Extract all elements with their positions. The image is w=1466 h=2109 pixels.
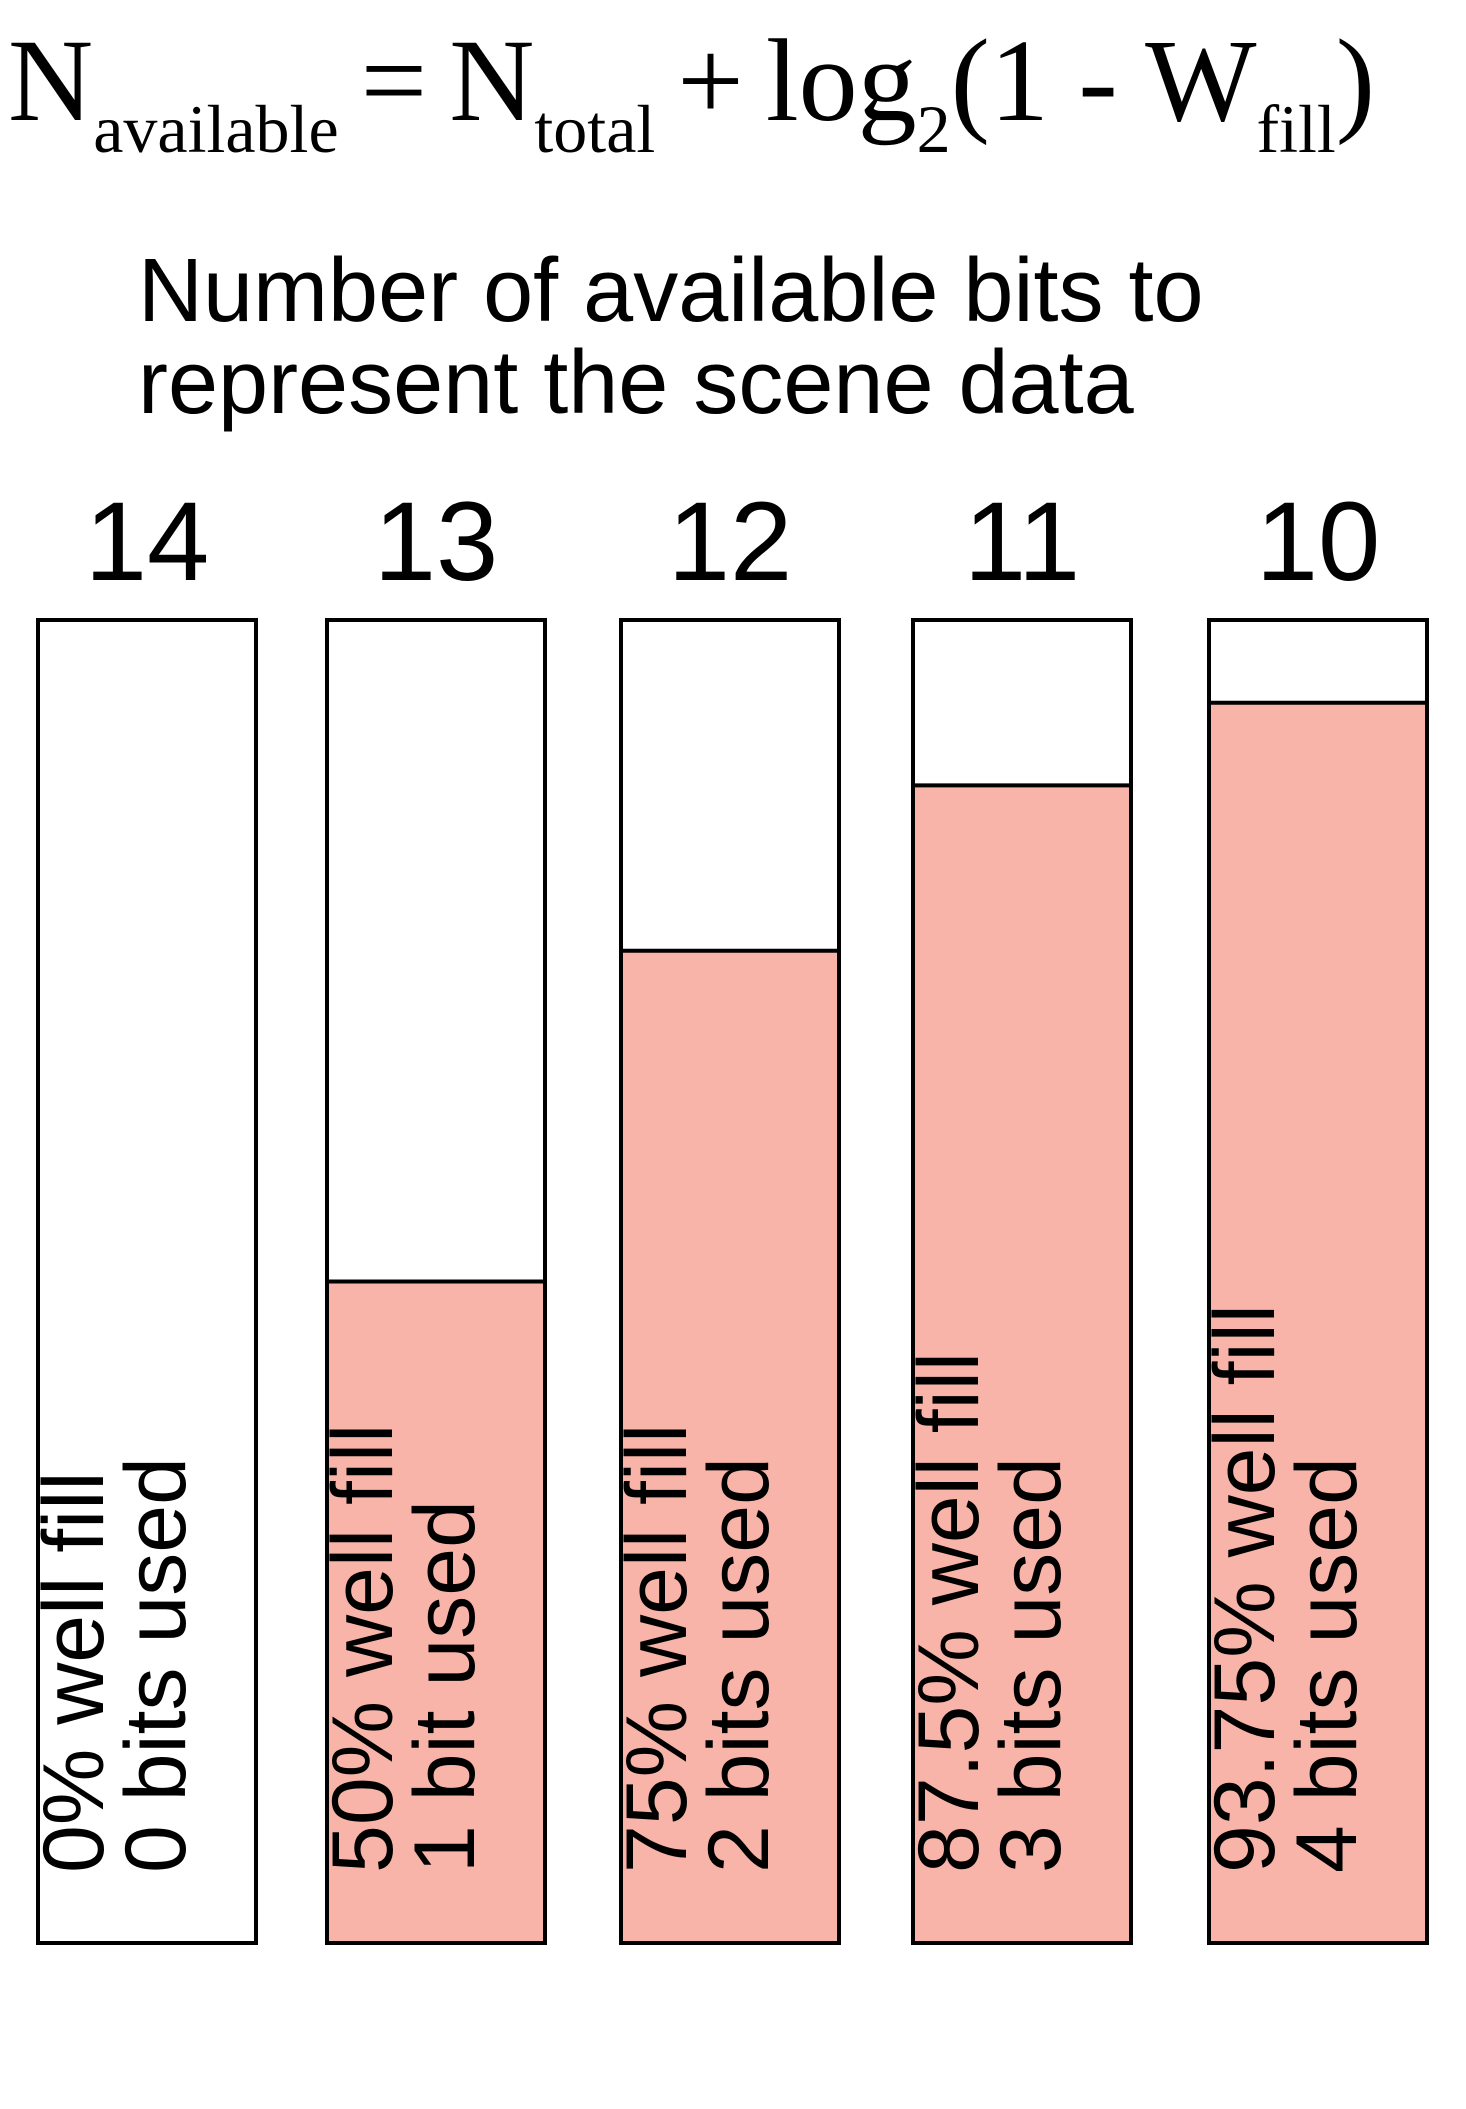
formula-w-sub: fill	[1256, 91, 1336, 167]
subtitle-line-1: Number of available bits to	[138, 241, 1204, 341]
well-fill-label: 0% well fill	[26, 1472, 122, 1873]
bits-used-label: 4 bits used	[1279, 1457, 1375, 1873]
formula-w-main: W	[1145, 15, 1257, 146]
formula-paren-close: )	[1335, 15, 1376, 146]
formula-paren-open: (1 -	[950, 15, 1146, 146]
well-fill-label: 50% well fill	[315, 1424, 411, 1873]
bar-fill	[913, 785, 1131, 1943]
formula-rhs-main: N	[449, 15, 535, 146]
bits-used-label: 1 bit used	[397, 1500, 493, 1873]
bar-outline	[619, 618, 841, 1945]
bar-outline	[1207, 618, 1429, 1945]
well-fill-label: 93.75% well fill	[1197, 1304, 1293, 1873]
formula-equals: =	[360, 15, 428, 146]
bar-fill	[1209, 702, 1427, 1943]
bits-available-label: 10	[1256, 479, 1381, 604]
bits-used-label: 3 bits used	[983, 1457, 1079, 1873]
bits-available-label: 13	[374, 479, 499, 604]
subtitle: Number of available bits to represent th…	[138, 245, 1438, 429]
formula-rhs-sub: total	[534, 91, 656, 167]
well-fill-label: 75% well fill	[609, 1424, 705, 1873]
bar-fill	[621, 950, 839, 1943]
bits-used-label: 0 bits used	[108, 1457, 204, 1873]
bits-used-label: 2 bits used	[691, 1457, 787, 1873]
formula-line: Navailable = Ntotal + log2(1 - Wfill)	[8, 22, 1375, 164]
formula-plus: +	[677, 15, 744, 146]
well-fill-label: 87.5% well fill	[901, 1352, 997, 1873]
formula-log: log	[765, 15, 917, 146]
bar-background	[38, 620, 256, 1943]
formula-lhs-sub: available	[93, 91, 339, 167]
subtitle-line-2: represent the scene data	[138, 333, 1134, 433]
formula-log-base: 2	[916, 91, 951, 167]
formula-lhs-main: N	[8, 15, 94, 146]
bar-outline	[36, 618, 258, 1945]
bar-outline	[911, 618, 1133, 1945]
bits-available-label: 11	[964, 479, 1080, 604]
bits-available-label: 14	[85, 479, 210, 604]
bits-available-label: 12	[668, 479, 793, 604]
bar-outline	[325, 618, 547, 1945]
formula: Navailable = Ntotal + log2(1 - Wfill)	[0, 0, 1466, 190]
bar-fill	[327, 1281, 545, 1943]
